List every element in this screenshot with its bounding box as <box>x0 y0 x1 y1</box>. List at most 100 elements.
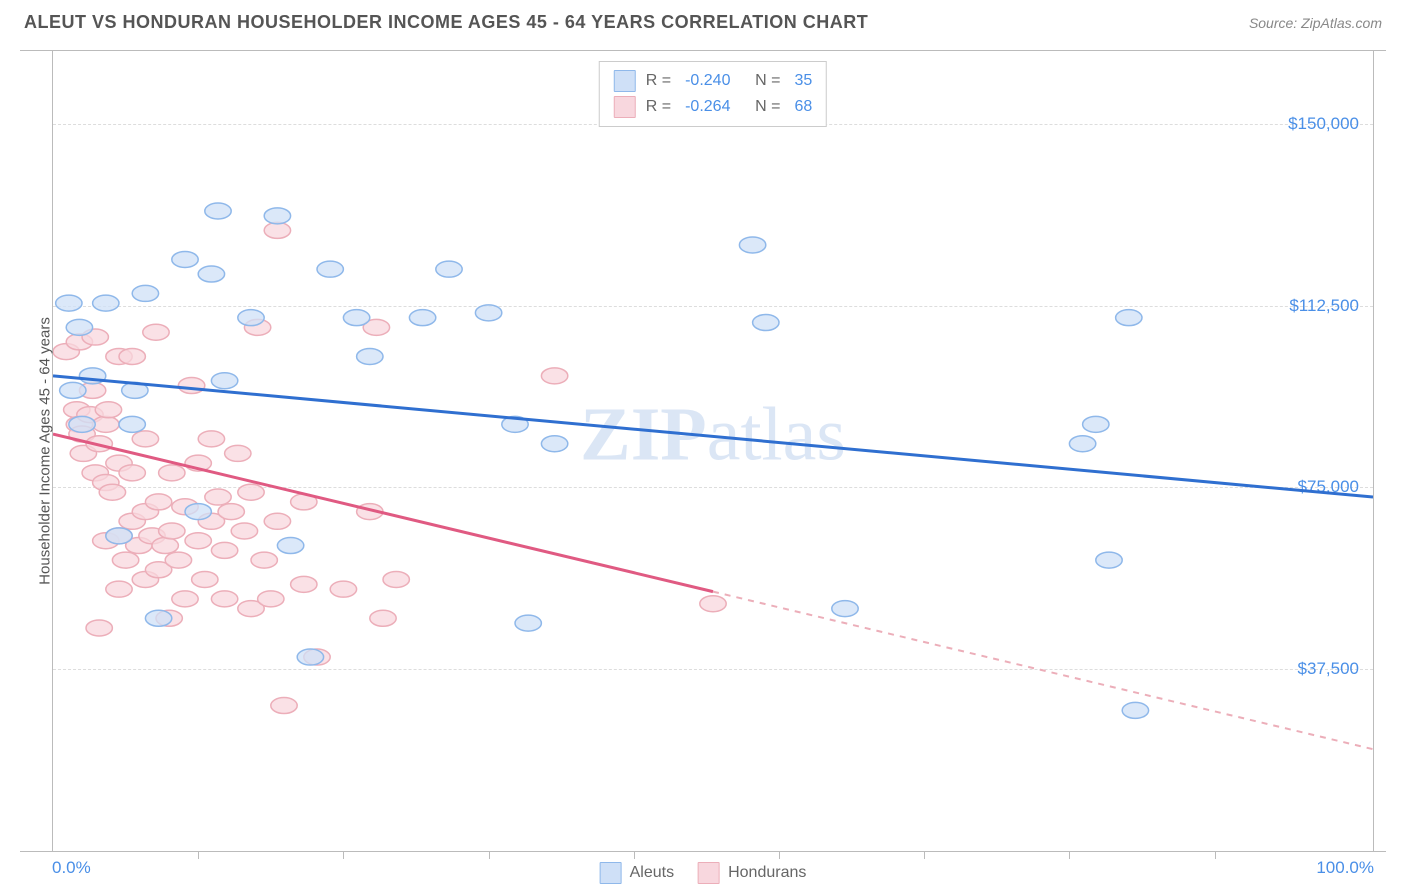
x-axis-max: 100.0% <box>1316 858 1374 878</box>
scatter-point <box>211 373 237 389</box>
chart-frame: Householder Income Ages 45 - 64 years ZI… <box>20 50 1386 852</box>
n-label: N = <box>755 98 780 116</box>
scatter-point <box>436 261 462 277</box>
r-value: -0.264 <box>685 98 745 116</box>
scatter-point <box>143 324 169 340</box>
scatter-point <box>205 489 231 505</box>
y-axis-label: Householder Income Ages 45 - 64 years <box>37 317 54 585</box>
scatter-point <box>297 649 323 665</box>
scatter-point <box>264 222 290 238</box>
scatter-point <box>541 368 567 384</box>
scatter-point <box>541 436 567 452</box>
scatter-point <box>264 208 290 224</box>
scatter-point <box>409 310 435 326</box>
scatter-point <box>119 348 145 364</box>
series-legend: Aleuts Hondurans <box>600 862 807 884</box>
scatter-point <box>832 601 858 617</box>
scatter-svg <box>53 51 1373 851</box>
scatter-point <box>112 552 138 568</box>
chart-title: ALEUT VS HONDURAN HOUSEHOLDER INCOME AGE… <box>24 12 868 33</box>
scatter-point <box>343 310 369 326</box>
scatter-point <box>132 431 158 447</box>
scatter-point <box>205 203 231 219</box>
scatter-point <box>238 310 264 326</box>
n-value: 35 <box>794 72 812 90</box>
scatter-point <box>152 538 178 554</box>
aleuts-swatch-icon <box>600 862 622 884</box>
r-value: -0.240 <box>685 72 745 90</box>
scatter-point <box>475 305 501 321</box>
correlation-legend: R = -0.240 N = 35 R = -0.264 N = 68 <box>599 61 827 127</box>
scatter-point <box>330 581 356 597</box>
scatter-point <box>225 445 251 461</box>
scatter-point <box>1069 436 1095 452</box>
scatter-point <box>238 484 264 500</box>
scatter-point <box>99 484 125 500</box>
aleuts-swatch-icon <box>614 70 636 92</box>
scatter-point <box>753 315 779 331</box>
scatter-point <box>291 576 317 592</box>
scatter-point <box>317 261 343 277</box>
scatter-point <box>251 552 277 568</box>
scatter-point <box>192 571 218 587</box>
scatter-point <box>132 285 158 301</box>
plot-area: Householder Income Ages 45 - 64 years ZI… <box>52 51 1374 851</box>
chart-source: Source: ZipAtlas.com <box>1249 15 1382 31</box>
scatter-point <box>119 416 145 432</box>
scatter-point <box>172 591 198 607</box>
r-label: R = <box>646 72 671 90</box>
scatter-point <box>69 416 95 432</box>
scatter-point <box>357 348 383 364</box>
series-legend-item: Hondurans <box>698 862 806 884</box>
scatter-point <box>56 295 82 311</box>
hondurans-swatch-icon <box>698 862 720 884</box>
scatter-point <box>198 266 224 282</box>
scatter-point <box>145 494 171 510</box>
scatter-point <box>271 698 297 714</box>
scatter-point <box>1096 552 1122 568</box>
correlation-legend-row: R = -0.264 N = 68 <box>614 94 812 120</box>
regression-line-extrapolated <box>713 592 1373 750</box>
scatter-point <box>1116 310 1142 326</box>
scatter-point <box>383 571 409 587</box>
scatter-point <box>211 542 237 558</box>
series-name: Hondurans <box>728 864 806 882</box>
scatter-point <box>185 504 211 520</box>
chart-header: ALEUT VS HONDURAN HOUSEHOLDER INCOME AGE… <box>0 0 1406 41</box>
scatter-point <box>218 504 244 520</box>
correlation-legend-row: R = -0.240 N = 35 <box>614 68 812 94</box>
scatter-point <box>198 431 224 447</box>
n-label: N = <box>755 72 780 90</box>
scatter-point <box>119 465 145 481</box>
scatter-point <box>95 402 121 418</box>
series-name: Aleuts <box>630 864 674 882</box>
n-value: 68 <box>794 98 812 116</box>
x-axis-min: 0.0% <box>52 858 91 878</box>
hondurans-swatch-icon <box>614 96 636 118</box>
scatter-point <box>1083 416 1109 432</box>
scatter-point <box>159 523 185 539</box>
scatter-point <box>370 610 396 626</box>
scatter-point <box>700 596 726 612</box>
scatter-point <box>178 378 204 394</box>
scatter-point <box>165 552 191 568</box>
scatter-point <box>66 319 92 335</box>
scatter-point <box>211 591 237 607</box>
scatter-point <box>258 591 284 607</box>
scatter-point <box>93 416 119 432</box>
scatter-point <box>264 513 290 529</box>
scatter-point <box>93 295 119 311</box>
scatter-point <box>185 533 211 549</box>
scatter-point <box>106 528 132 544</box>
scatter-point <box>106 581 132 597</box>
scatter-point <box>515 615 541 631</box>
scatter-point <box>739 237 765 253</box>
r-label: R = <box>646 98 671 116</box>
scatter-point <box>145 610 171 626</box>
series-legend-item: Aleuts <box>600 862 674 884</box>
scatter-point <box>159 465 185 481</box>
scatter-point <box>277 538 303 554</box>
scatter-point <box>231 523 257 539</box>
scatter-point <box>172 251 198 267</box>
regression-line <box>53 376 1373 497</box>
